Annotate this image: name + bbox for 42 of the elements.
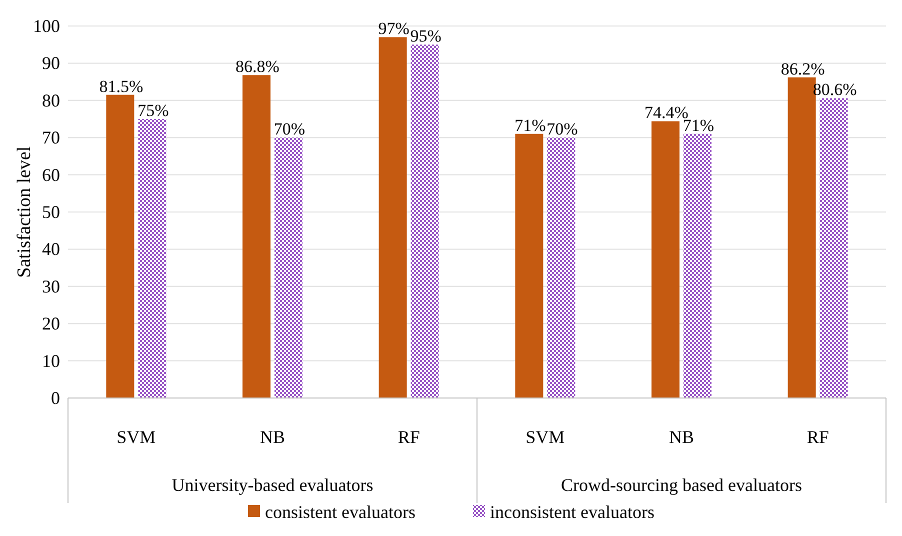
bar bbox=[547, 138, 576, 398]
data-label: 70% bbox=[546, 120, 578, 139]
bar bbox=[274, 138, 302, 398]
y-tick-label: 40 bbox=[42, 239, 60, 260]
legend-label: consistent evaluators bbox=[265, 502, 416, 522]
x-tick-label: NB bbox=[260, 427, 286, 447]
y-tick-label: 100 bbox=[33, 16, 60, 36]
bar bbox=[652, 121, 680, 398]
y-tick-label: 50 bbox=[42, 202, 60, 222]
x-tick-label: RF bbox=[806, 427, 829, 447]
y-tick-label: 70 bbox=[42, 128, 60, 148]
y-tick-label: 10 bbox=[42, 350, 60, 371]
bar bbox=[242, 75, 270, 398]
legend-label: inconsistent evaluators bbox=[490, 502, 654, 522]
data-label: 81.5% bbox=[99, 76, 144, 96]
x-tick-label: RF bbox=[398, 427, 420, 447]
data-label: 75% bbox=[138, 101, 169, 120]
x-tick-label: SVM bbox=[116, 427, 156, 447]
text: University-based evaluators bbox=[172, 475, 374, 495]
y-tick-label: 80 bbox=[42, 90, 60, 110]
bar bbox=[410, 44, 439, 398]
data-label: 95% bbox=[410, 26, 442, 46]
y-tick-label: 30 bbox=[42, 276, 60, 296]
data-label: 71% bbox=[514, 116, 546, 135]
y-tick-label: 90 bbox=[42, 53, 60, 74]
bar bbox=[106, 94, 134, 398]
x-tick-label: SVM bbox=[526, 427, 565, 447]
bar bbox=[138, 119, 166, 398]
bar bbox=[515, 134, 544, 398]
bar bbox=[378, 37, 407, 398]
y-axis-title: Satisfaction level bbox=[14, 146, 35, 278]
data-label: 70% bbox=[274, 120, 306, 139]
data-label: 86.8% bbox=[236, 57, 280, 76]
data-label: 86.2% bbox=[780, 59, 825, 78]
text: Crowd-sourcing based evaluators bbox=[561, 475, 802, 495]
y-tick-label: 0 bbox=[51, 388, 60, 408]
bar bbox=[820, 98, 848, 398]
y-tick-label: 60 bbox=[42, 164, 60, 185]
x-tick-label: NB bbox=[668, 427, 694, 447]
data-label: 97% bbox=[378, 19, 410, 38]
y-tick-label: 20 bbox=[42, 314, 60, 334]
bar bbox=[684, 134, 712, 398]
